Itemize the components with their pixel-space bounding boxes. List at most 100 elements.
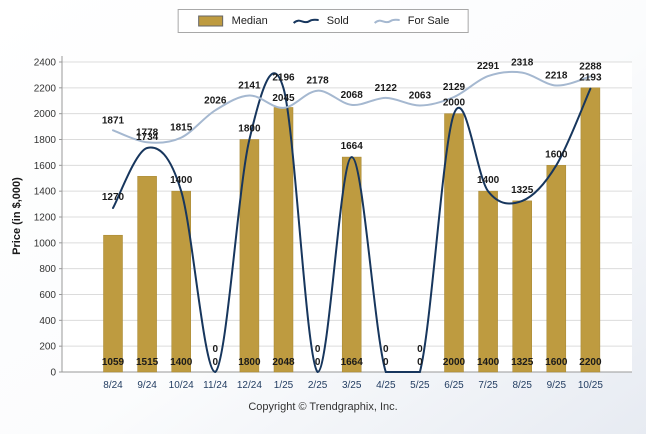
median-value-label: 0 <box>213 357 219 368</box>
sold-value-label: 0 <box>213 344 219 355</box>
sold-value-label: 1325 <box>511 185 534 196</box>
y-tick-label: 800 <box>39 264 56 275</box>
forsale-value-label: 2218 <box>545 71 568 82</box>
median-value-label: 1515 <box>136 357 159 368</box>
x-tick-label: 6/25 <box>444 380 464 391</box>
y-tick-label: 1800 <box>34 135 57 146</box>
median-value-label: 0 <box>383 357 389 368</box>
forsale-value-label: 2141 <box>238 80 261 91</box>
legend-line-for-sale <box>374 18 400 24</box>
legend-line-sold <box>293 18 319 24</box>
legend-swatch-median <box>198 15 224 27</box>
forsale-value-label: 2122 <box>375 83 398 94</box>
y-tick-label: 0 <box>50 368 56 379</box>
sold-value-label: 2196 <box>272 72 295 83</box>
legend-item-for-sale: For Sale <box>373 15 450 27</box>
median-value-label: 2200 <box>579 357 602 368</box>
x-tick-label: 3/25 <box>342 380 362 391</box>
x-tick-label: 7/25 <box>478 380 498 391</box>
chart-legend: Median Sold For Sale <box>177 9 469 33</box>
median-value-label: 0 <box>315 357 321 368</box>
x-tick-label: 10/24 <box>169 380 194 391</box>
bar <box>137 176 157 373</box>
forsale-value-label: 2288 <box>579 61 602 72</box>
legend-label-for-sale: For Sale <box>407 15 450 27</box>
x-tick-label: 4/25 <box>376 380 396 391</box>
bar <box>341 156 362 373</box>
forsale-value-label: 2063 <box>409 91 432 102</box>
median-value-label: 0 <box>417 357 423 368</box>
forsale-value-label: 2045 <box>272 93 295 104</box>
median-value-label: 1400 <box>477 357 500 368</box>
forsale-value-label: 1871 <box>102 115 125 126</box>
price-chart: 0 200 400 600 800 1000 1200 1400 1600 1800 2000 220… <box>34 56 632 391</box>
y-tick-label: 2200 <box>34 83 57 94</box>
y-tick-label: 1400 <box>34 187 57 198</box>
median-value-label: 2000 <box>443 357 466 368</box>
median-value-label: 1600 <box>545 357 568 368</box>
median-value-label: 2048 <box>272 357 295 368</box>
y-tick-label: 1200 <box>34 213 57 224</box>
forsale-value-label: 2318 <box>511 58 534 69</box>
sold-value-label: 1270 <box>102 192 125 203</box>
median-value-label: 1400 <box>170 357 193 368</box>
x-tick-label: 8/25 <box>512 380 532 391</box>
x-tick-label: 2/25 <box>308 380 328 391</box>
median-value-label: 1800 <box>238 357 261 368</box>
legend-item-sold: Sold <box>292 15 349 27</box>
median-value-label: 1664 <box>341 357 364 368</box>
sold-value-label: 1664 <box>341 141 364 152</box>
x-tick-label: 9/24 <box>137 380 157 391</box>
bar <box>512 200 532 373</box>
forsale-value-label: 2129 <box>443 82 466 93</box>
y-tick-label: 200 <box>39 342 56 353</box>
sold-value-label: 2000 <box>443 98 466 109</box>
copyright-text: Copyright © Trendgraphix, Inc. <box>248 401 398 413</box>
sold-value-label: 1734 <box>136 132 159 143</box>
sold-value-label: 0 <box>417 344 423 355</box>
forsale-value-label: 2178 <box>306 76 329 87</box>
forsale-value-label: 2026 <box>204 95 227 106</box>
sold-value-label: 0 <box>315 344 321 355</box>
sold-value-label: 0 <box>383 344 389 355</box>
x-tick-label: 12/24 <box>237 380 262 391</box>
x-tick-label: 9/25 <box>547 380 567 391</box>
y-tick-label: 1000 <box>34 238 57 249</box>
x-tick-label: 5/25 <box>410 380 430 391</box>
x-tick-label: 1/25 <box>274 380 294 391</box>
legend-label-median: Median <box>231 15 268 27</box>
forsale-value-label: 2291 <box>477 61 500 72</box>
for-sale-line <box>112 70 592 144</box>
y-tick-label: 2000 <box>34 109 57 120</box>
y-tick-label: 600 <box>39 290 56 301</box>
x-tick-label: 11/24 <box>203 380 228 391</box>
sold-line <box>112 72 592 374</box>
y-tick-label: 400 <box>39 316 56 327</box>
sold-value-label: 1600 <box>545 149 568 160</box>
bar <box>273 107 294 373</box>
forsale-value-label: 2068 <box>341 90 364 101</box>
sold-value-label: 1400 <box>477 175 500 186</box>
x-tick-label: 10/25 <box>578 380 603 391</box>
legend-item-median: Median <box>197 15 268 27</box>
x-tick-label: 8/24 <box>103 380 123 391</box>
median-bars <box>103 87 601 373</box>
forsale-value-label: 1815 <box>170 123 193 134</box>
bar <box>103 234 123 373</box>
sold-value-label: 1400 <box>170 175 193 186</box>
sold-value-label: 2193 <box>579 73 602 84</box>
legend-label-sold: Sold <box>326 15 349 27</box>
sold-value-label: 1800 <box>238 124 261 135</box>
y-tick-label: 1600 <box>34 161 57 172</box>
y-tick-label: 2400 <box>34 58 57 69</box>
median-value-label: 1059 <box>102 357 125 368</box>
bar <box>580 87 601 373</box>
forsale-value-label: 1778 <box>136 127 159 138</box>
bar <box>478 190 498 373</box>
y-axis-labels: 0 200 400 600 800 1000 1200 1400 1600 1800 2000 220… <box>34 58 57 379</box>
bar <box>546 165 567 373</box>
x-axis-labels: 8/24 9/24 10/24 11/24 12/24 1/25 2/25 3/25 4/25 5… <box>103 380 603 391</box>
median-value-label: 1325 <box>511 357 534 368</box>
data-labels: 1059 1515 1400 0 1800 2048 0 1664 0 0 2000 1400 1325… <box>102 58 602 368</box>
